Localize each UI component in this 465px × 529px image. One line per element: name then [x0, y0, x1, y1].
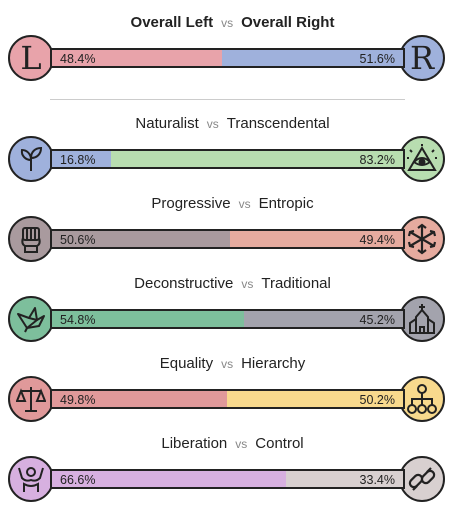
axis-left-label: Equality: [159, 355, 214, 372]
axis-left-percent: 50.6%: [60, 233, 96, 247]
axis-right-percent: 50.2%: [359, 393, 395, 407]
church-icon: [399, 296, 445, 342]
scales-icon: [8, 376, 54, 422]
snowflake-arrows-icon: [399, 216, 445, 262]
axis-title-liberation-control: Liberation vs Control: [0, 435, 465, 452]
axis-right-percent: 45.2%: [359, 313, 395, 327]
axis-right-label: Entropic: [258, 195, 314, 212]
raised-arms-icon: [8, 456, 54, 502]
overall-bar: 48.4% 51.6%: [50, 48, 405, 68]
vs-label: vs: [235, 437, 248, 451]
axis-right-label: Hierarchy: [241, 355, 306, 372]
axis-right-percent: 33.4%: [359, 473, 395, 487]
vs-label: vs: [206, 117, 219, 131]
vs-label: vs: [238, 197, 251, 211]
axis-right-fill: [285, 471, 403, 487]
letter-l-glyph: L: [20, 39, 42, 77]
overall-right-percent: 51.6%: [359, 52, 395, 66]
axis-bar-deconstructive-traditional: 54.8% 45.2%: [50, 309, 405, 329]
vs-label: vs: [221, 16, 234, 30]
letter-l-icon: L: [8, 35, 54, 81]
axis-left-label: Naturalist: [135, 115, 199, 132]
vs-label: vs: [221, 357, 234, 371]
axis-left-percent: 49.8%: [60, 393, 96, 407]
axis-right-fill: [226, 391, 403, 407]
letter-r-icon: R: [399, 35, 445, 81]
axis-left-fill: [52, 391, 227, 407]
header-title: Overall Left vs Overall Right: [0, 14, 465, 31]
axis-right-percent: 49.4%: [359, 233, 395, 247]
axis-title-equality-hierarchy: Equality vs Hierarchy: [0, 355, 465, 372]
eye-pyramid-icon: [399, 136, 445, 182]
axis-left-percent: 54.8%: [60, 313, 96, 327]
axis-bar-liberation-control: 66.6% 33.4%: [50, 469, 405, 489]
axis-right-fill: [229, 231, 403, 247]
axis-bar-naturalist-transcendental: 16.8% 83.2%: [50, 149, 405, 169]
origami-bird-icon: [8, 296, 54, 342]
divider: [50, 99, 405, 100]
axis-left-fill: [52, 151, 111, 167]
axis-left-percent: 16.8%: [60, 153, 96, 167]
header-left-label: Overall Left: [130, 14, 214, 31]
plant-icon: [8, 136, 54, 182]
axis-right-label: Transcendental: [226, 115, 330, 132]
letter-r-glyph: R: [409, 39, 435, 77]
axis-right-percent: 83.2%: [359, 153, 395, 167]
axis-right-fill: [244, 311, 403, 327]
axis-right-fill: [110, 151, 403, 167]
axis-title-progressive-entropic: Progressive vs Entropic: [0, 195, 465, 212]
hierarchy-icon: [399, 376, 445, 422]
axis-left-label: Liberation: [161, 435, 228, 452]
axis-left-fill: [52, 311, 245, 327]
vs-label: vs: [241, 277, 254, 291]
fist-icon: [8, 216, 54, 262]
axis-title-deconstructive-traditional: Deconstructive vs Traditional: [0, 275, 465, 292]
header-right-label: Overall Right: [241, 14, 335, 31]
axis-right-label: Traditional: [261, 275, 331, 292]
axis-left-fill: [52, 471, 286, 487]
chain-icon: [399, 456, 445, 502]
overall-left-fill: [52, 50, 222, 66]
overall-left-percent: 48.4%: [60, 52, 96, 66]
axis-bar-equality-hierarchy: 49.8% 50.2%: [50, 389, 405, 409]
axis-left-label: Deconstructive: [134, 275, 234, 292]
axis-right-label: Control: [255, 435, 304, 452]
axis-left-percent: 66.6%: [60, 473, 96, 487]
axis-bar-progressive-entropic: 50.6% 49.4%: [50, 229, 405, 249]
axis-title-naturalist-transcendental: Naturalist vs Transcendental: [0, 115, 465, 132]
axis-left-fill: [52, 231, 230, 247]
axis-left-label: Progressive: [151, 195, 231, 212]
overall-right-fill: [221, 50, 403, 66]
